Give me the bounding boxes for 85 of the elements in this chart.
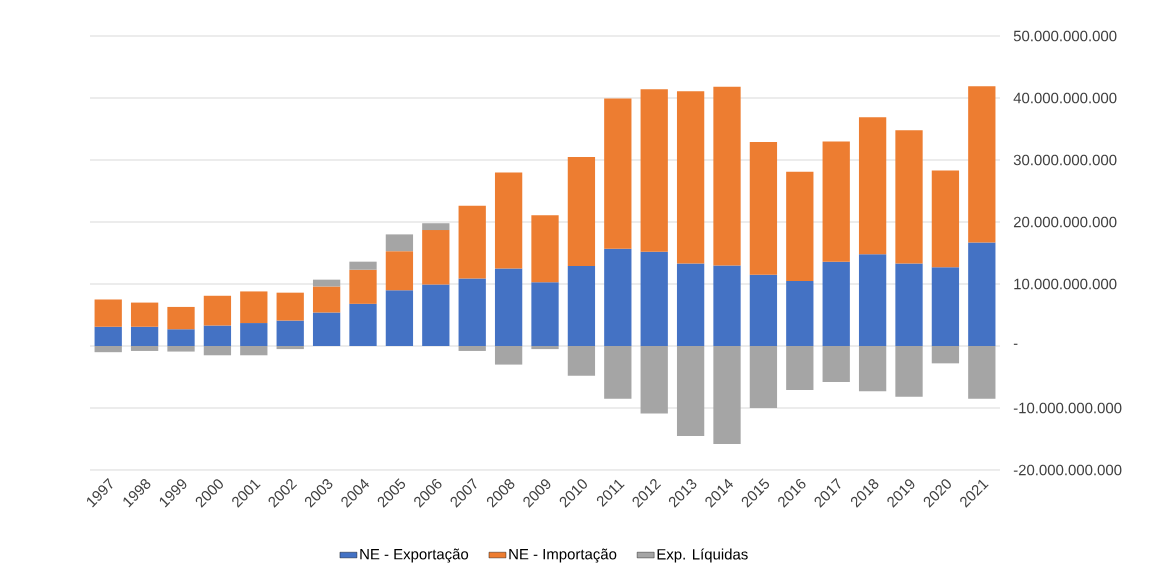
bar — [130, 302, 159, 327]
bar — [749, 142, 778, 275]
bar — [931, 267, 960, 346]
bar — [968, 345, 996, 399]
bar — [276, 345, 304, 350]
bar — [822, 261, 850, 346]
bar — [240, 291, 268, 324]
bar — [312, 312, 341, 346]
bar — [494, 268, 523, 346]
y-tick-label: 20.000.000.000 — [1013, 216, 1117, 228]
bar — [494, 172, 523, 269]
bar — [676, 91, 705, 264]
bar — [167, 345, 195, 352]
bar — [94, 345, 122, 353]
bar — [276, 292, 304, 321]
bar — [822, 345, 850, 382]
legend-label: NE - Importação — [509, 548, 617, 563]
bar — [640, 251, 668, 346]
bar — [203, 345, 232, 356]
bar — [895, 345, 923, 397]
bar — [713, 86, 741, 266]
bar — [640, 345, 668, 414]
bar — [968, 242, 996, 346]
bar — [604, 98, 632, 249]
bar — [858, 345, 887, 392]
bar — [968, 86, 996, 243]
y-tick-label: -10.000.000.000 — [1013, 402, 1122, 414]
bar — [385, 234, 414, 252]
bar — [531, 282, 559, 346]
bar — [494, 345, 523, 365]
y-tick-label: 50.000.000.000 — [1013, 30, 1117, 42]
bar — [385, 290, 414, 346]
legend-label: NE - Exportação — [360, 548, 469, 563]
bar — [240, 323, 268, 346]
bar — [931, 345, 960, 364]
bar — [240, 345, 268, 356]
bar — [349, 269, 377, 304]
bar — [567, 345, 596, 376]
bar — [167, 329, 195, 346]
bar — [895, 263, 923, 346]
bar — [713, 265, 741, 346]
bar — [822, 141, 850, 262]
y-tick-label: - — [1013, 343, 1018, 345]
bar — [312, 286, 341, 313]
bar — [858, 117, 887, 255]
bar — [604, 345, 632, 399]
legend-label: Exp. Líquidas — [657, 548, 748, 563]
bar — [130, 326, 159, 346]
bar — [203, 295, 232, 326]
bar — [604, 248, 632, 346]
bar — [458, 345, 486, 351]
bar — [786, 171, 814, 281]
y-tick-label: 10.000.000.000 — [1014, 278, 1117, 290]
bar — [749, 274, 778, 346]
bar — [786, 345, 814, 391]
bar — [640, 89, 668, 252]
bar — [458, 278, 486, 346]
bar — [786, 280, 814, 346]
bar — [422, 223, 450, 231]
bar — [749, 345, 778, 408]
y-tick-label: 30.000.000.000 — [1013, 154, 1117, 166]
y-tick-label: -20.000.000.000 — [1013, 464, 1122, 476]
y-tick-label: 40.000.000.000 — [1013, 92, 1117, 104]
bar — [167, 306, 195, 330]
bar — [94, 299, 122, 327]
bar — [130, 345, 159, 351]
bar — [94, 326, 122, 346]
bar — [458, 205, 486, 279]
bar — [676, 345, 705, 436]
bar — [422, 230, 450, 285]
bar — [385, 251, 414, 291]
bar — [713, 345, 741, 444]
bar — [349, 261, 377, 270]
bar — [931, 170, 960, 268]
bar — [422, 284, 450, 346]
bar — [676, 263, 705, 346]
bar — [895, 130, 923, 264]
bar — [858, 254, 887, 346]
bar — [567, 266, 596, 346]
bar — [349, 303, 377, 346]
bar — [567, 156, 596, 267]
bar — [531, 215, 559, 283]
bar — [203, 325, 232, 346]
bar — [531, 345, 559, 350]
bar — [276, 320, 304, 346]
